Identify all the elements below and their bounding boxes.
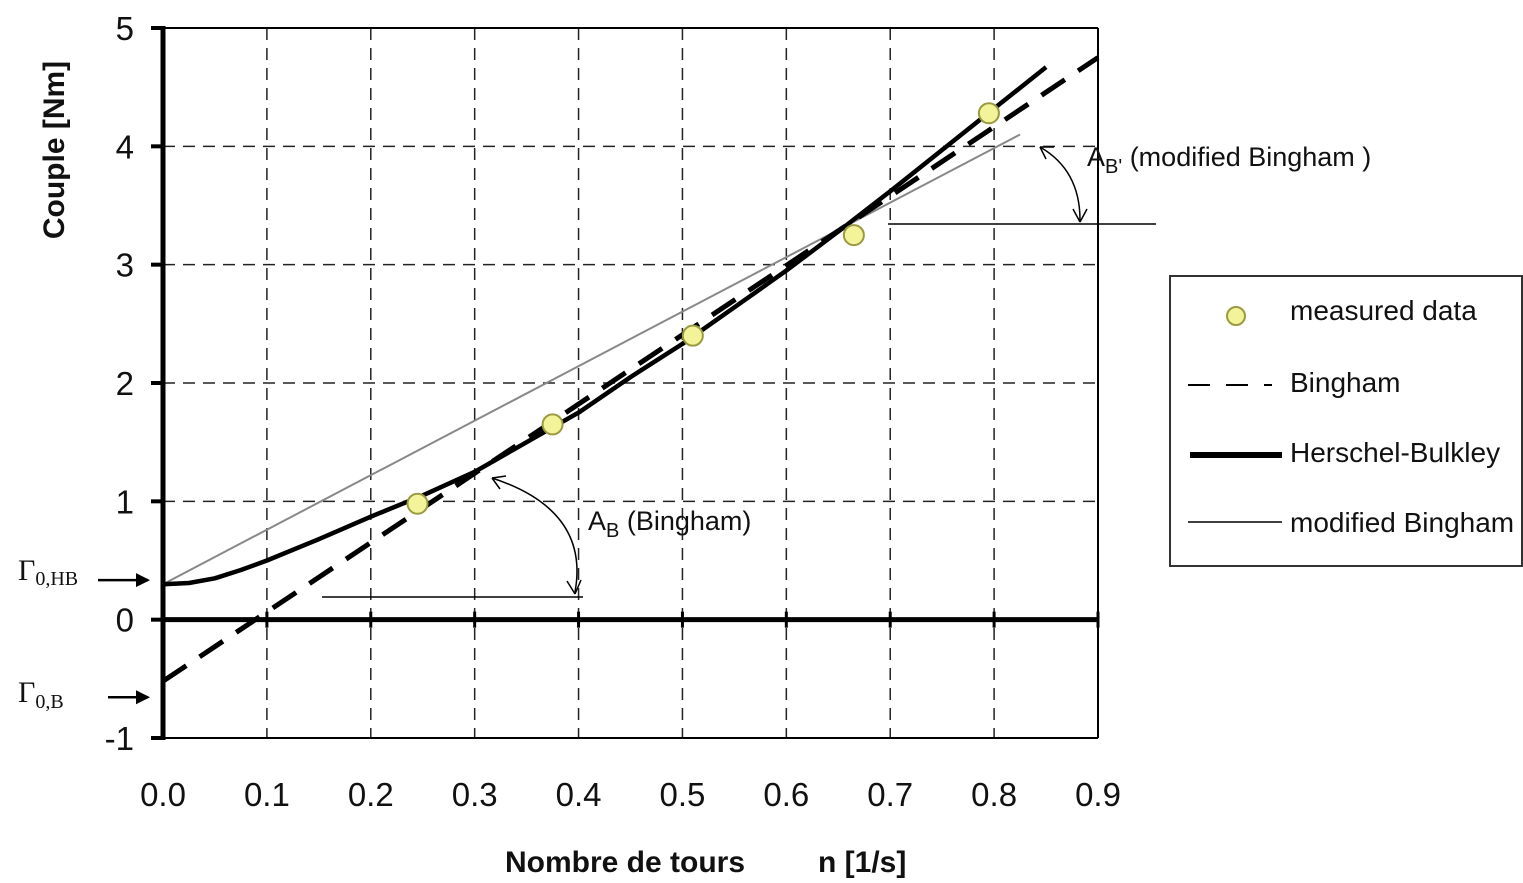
abm-sub: B': [1105, 156, 1122, 178]
slope-annotations: [98, 146, 1156, 705]
x-tick-label-6: 0.6: [763, 776, 809, 813]
legend-label-hb: Herschel-Bulkley: [1290, 437, 1500, 468]
x-tick-label-3: 0.3: [452, 776, 498, 813]
gamma-b-symbol: Γ: [18, 676, 35, 709]
legend-box: [1169, 275, 1523, 567]
legend-label-measured: measured data: [1290, 295, 1477, 326]
x-tick-label-2: 0.2: [348, 776, 394, 813]
gamma-b-label: Γ0,B: [18, 676, 64, 713]
legend: measured data Bingham Herschel-Bulkley m…: [1169, 275, 1523, 567]
y-tick-label-6: -1: [105, 720, 134, 757]
measured-point-1: [541, 413, 564, 436]
axes: [151, 26, 1100, 740]
measured-point-2: [681, 324, 704, 347]
series-layer: [161, 55, 1100, 684]
series-bingham: [161, 55, 1100, 684]
y-axis-label: Couple [Nm]: [38, 61, 71, 239]
abm-arc: [1039, 146, 1081, 221]
abm-arrowhead-top: [1039, 146, 1054, 160]
abm-main: A: [1087, 142, 1105, 172]
gamma-b-subscript: 0,B: [35, 691, 63, 713]
tick-labels: 0.0 0.1 0.2 0.3 0.4 0.5 0.6 0.7 0.8 0.9 5 4 3 2 1 0 -1: [105, 10, 1121, 813]
grid-lines: [163, 28, 1098, 738]
ab-arrowhead-bottom: [566, 579, 582, 595]
y-tick-label-1: 4: [116, 128, 134, 165]
legend-label-bingham: Bingham: [1290, 367, 1401, 398]
x-tick-label-1: 0.1: [244, 776, 290, 813]
measured-point-4: [977, 102, 1000, 125]
x-axis-label: Nombre de tours: [505, 846, 745, 879]
ab-arc: [491, 477, 578, 593]
x-axis-unit: n [1/s]: [818, 846, 906, 879]
gamma-b-arrowhead: [136, 690, 150, 705]
ab-bingham-label: AB (Bingham): [588, 506, 751, 542]
abm-arrowhead-bottom: [1072, 208, 1088, 223]
x-tick-label-0: 0.0: [140, 776, 186, 813]
ab-main: A: [588, 506, 606, 536]
ab-rest: (Bingham): [619, 506, 751, 536]
gamma-hb-symbol: Γ: [18, 554, 35, 587]
measured-point-0: [406, 492, 429, 515]
gamma-hb-label: Γ0,HB: [18, 554, 78, 590]
x-tick-label-8: 0.8: [971, 776, 1017, 813]
series-modified-bingham: [162, 133, 1021, 586]
ab-modified-label: AB' (modified Bingham ): [1087, 142, 1371, 178]
x-tick-label-7: 0.7: [867, 776, 913, 813]
legend-swatch-measured: [1226, 306, 1246, 326]
y-tick-label-3: 2: [116, 365, 134, 402]
ab-sub: B: [606, 520, 619, 542]
gamma-hb-arrowhead: [136, 573, 150, 588]
measured-point-3: [842, 224, 865, 247]
x-tick-label-9: 0.9: [1075, 776, 1121, 813]
y-tick-label-2: 3: [116, 247, 134, 284]
abm-rest: (modified Bingham ): [1122, 142, 1371, 172]
x-tick-label-4: 0.4: [556, 776, 602, 813]
legend-label-modified: modified Bingham: [1290, 507, 1514, 538]
gamma-hb-subscript: 0,HB: [35, 568, 78, 590]
ab-arrowhead-top: [491, 475, 507, 490]
y-tick-label-0: 5: [116, 10, 134, 47]
x-tick-label-5: 0.5: [660, 776, 706, 813]
y-tick-label-5: 0: [116, 602, 134, 639]
y-tick-label-4: 1: [116, 483, 134, 520]
